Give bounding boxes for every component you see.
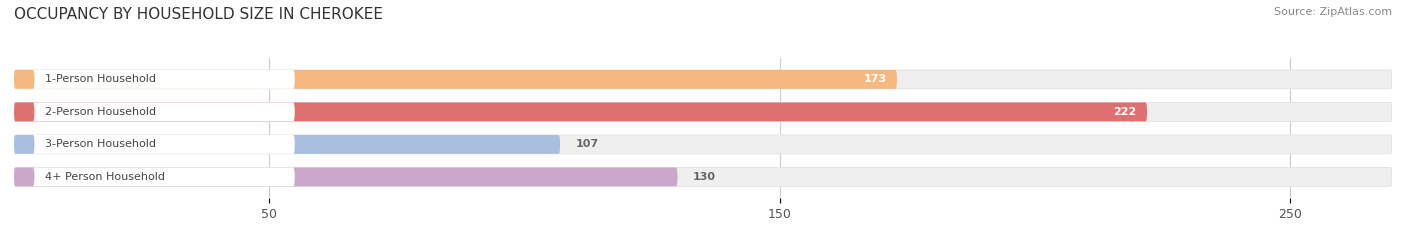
FancyBboxPatch shape: [14, 103, 295, 121]
Text: 107: 107: [575, 139, 599, 149]
Text: 1-Person Household: 1-Person Household: [45, 74, 156, 84]
Text: Source: ZipAtlas.com: Source: ZipAtlas.com: [1274, 7, 1392, 17]
Text: 3-Person Household: 3-Person Household: [45, 139, 156, 149]
FancyBboxPatch shape: [14, 135, 560, 154]
Text: 4+ Person Household: 4+ Person Household: [45, 172, 165, 182]
FancyBboxPatch shape: [14, 168, 35, 186]
Text: 173: 173: [863, 74, 887, 84]
Text: 130: 130: [693, 172, 716, 182]
FancyBboxPatch shape: [14, 135, 35, 154]
FancyBboxPatch shape: [14, 70, 897, 89]
FancyBboxPatch shape: [14, 70, 1392, 89]
FancyBboxPatch shape: [14, 70, 35, 89]
FancyBboxPatch shape: [14, 103, 35, 121]
Text: 222: 222: [1114, 107, 1137, 117]
FancyBboxPatch shape: [14, 103, 1147, 121]
FancyBboxPatch shape: [14, 103, 1392, 121]
FancyBboxPatch shape: [14, 168, 678, 186]
FancyBboxPatch shape: [14, 168, 295, 186]
FancyBboxPatch shape: [14, 168, 1392, 186]
Text: 2-Person Household: 2-Person Household: [45, 107, 156, 117]
Text: OCCUPANCY BY HOUSEHOLD SIZE IN CHEROKEE: OCCUPANCY BY HOUSEHOLD SIZE IN CHEROKEE: [14, 7, 382, 22]
FancyBboxPatch shape: [14, 70, 295, 89]
FancyBboxPatch shape: [14, 135, 295, 154]
FancyBboxPatch shape: [14, 135, 1392, 154]
